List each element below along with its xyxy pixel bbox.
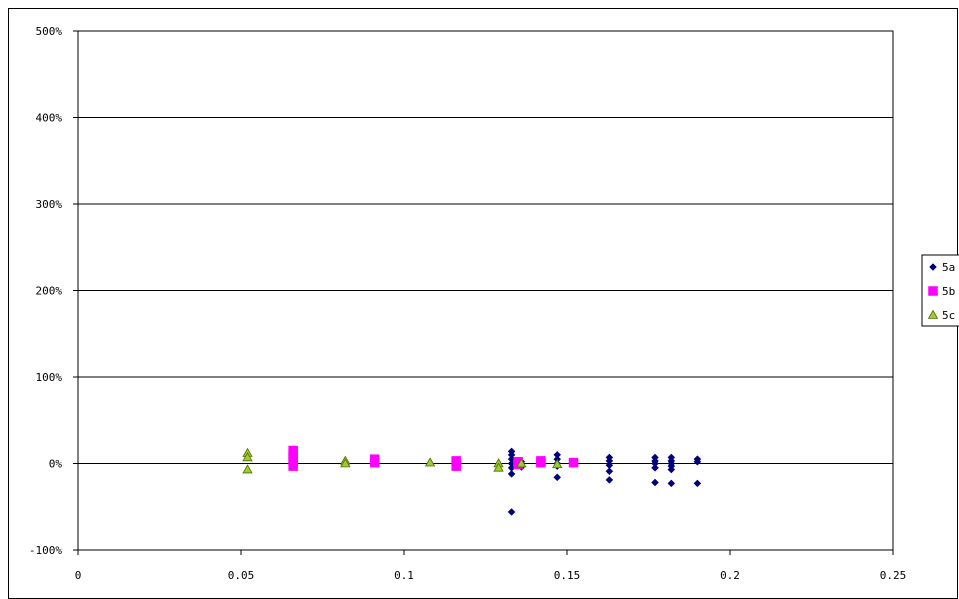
legend-label: 5a xyxy=(942,261,955,274)
y-tick-label: 200% xyxy=(36,285,63,298)
data-point-5c xyxy=(516,458,527,468)
y-tick-label: 100% xyxy=(36,371,63,384)
data-point-5c xyxy=(242,452,253,462)
data-point-5a xyxy=(605,476,614,484)
data-point-5a xyxy=(605,467,614,476)
legend: 5a 5b 5c xyxy=(921,254,959,327)
data-point-5a xyxy=(667,465,676,474)
data-point-5b xyxy=(568,457,579,468)
data-point-5c xyxy=(340,458,351,468)
legend-marker-5c xyxy=(927,309,939,319)
legend-label: 5c xyxy=(942,309,955,322)
series-5a xyxy=(507,447,702,516)
data-point-5b xyxy=(369,457,380,468)
legend-box xyxy=(921,254,959,327)
data-point-5b xyxy=(288,461,298,471)
legend-marker-5b xyxy=(928,286,938,296)
x-tick-label: 0.2 xyxy=(720,569,740,582)
data-point-5a xyxy=(507,470,516,478)
legend-marker-5a xyxy=(929,263,937,271)
data-point-5a xyxy=(667,479,676,488)
data-point-5b xyxy=(536,457,546,468)
series-5c xyxy=(242,447,563,474)
data-points xyxy=(242,445,702,516)
data-point-5a xyxy=(507,508,516,516)
legend-label: 5b xyxy=(942,285,955,298)
y-tick-label: 300% xyxy=(36,198,63,211)
x-tick-label: 0.25 xyxy=(880,569,907,582)
data-point-5a xyxy=(693,479,702,488)
y-tick-label: 0% xyxy=(49,458,63,471)
y-tick-label: 500% xyxy=(36,25,63,38)
data-point-5c xyxy=(242,464,253,474)
data-point-5a xyxy=(693,457,702,466)
data-point-5a xyxy=(651,478,659,487)
data-point-5b xyxy=(451,461,461,471)
y-tick-label: 400% xyxy=(36,112,63,125)
gridlines xyxy=(78,117,893,464)
data-point-5c xyxy=(424,457,436,467)
y-axis-ticks: -100% 0% 100% 200% 300% 400% 500% xyxy=(29,25,78,557)
data-point-5a xyxy=(651,463,659,472)
x-tick-label: 0.15 xyxy=(554,569,581,582)
x-tick-label: 0 xyxy=(75,569,82,582)
data-point-5c xyxy=(493,462,504,472)
x-tick-label: 0.05 xyxy=(228,569,255,582)
y-tick-label: -100% xyxy=(29,544,62,557)
data-point-5a xyxy=(553,473,562,482)
data-point-5c xyxy=(552,459,563,469)
x-axis-ticks: 0 0.05 0.1 0.15 0.2 0.25 xyxy=(75,550,907,582)
x-tick-label: 0.1 xyxy=(394,569,414,582)
